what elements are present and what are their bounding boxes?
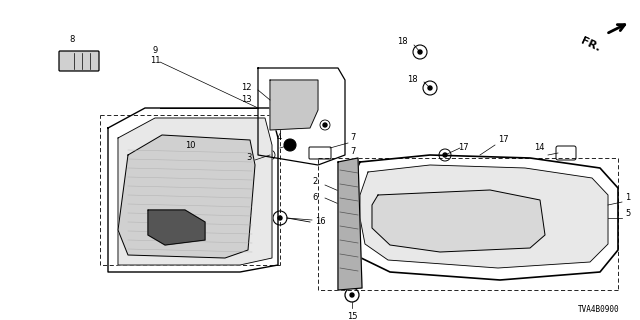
Circle shape (323, 123, 327, 127)
Text: 2: 2 (313, 178, 318, 187)
Circle shape (220, 230, 224, 234)
Text: 16: 16 (315, 218, 326, 227)
Circle shape (268, 153, 272, 157)
Text: 14: 14 (534, 143, 545, 153)
Circle shape (418, 50, 422, 54)
Text: 9: 9 (152, 46, 157, 55)
FancyBboxPatch shape (59, 51, 99, 71)
Text: 17: 17 (458, 143, 468, 153)
Circle shape (293, 98, 297, 102)
Circle shape (443, 153, 447, 157)
Polygon shape (270, 80, 318, 130)
Text: 10: 10 (185, 141, 195, 150)
Circle shape (478, 173, 482, 177)
Text: 11: 11 (150, 56, 160, 65)
Circle shape (196, 162, 208, 174)
Circle shape (284, 139, 296, 151)
Text: FR.: FR. (579, 36, 602, 54)
Text: 17: 17 (498, 135, 509, 145)
Polygon shape (118, 118, 272, 265)
Text: 18: 18 (397, 37, 408, 46)
Text: 6: 6 (312, 193, 318, 202)
Text: 7: 7 (350, 133, 355, 142)
Text: TVA4B0900: TVA4B0900 (579, 305, 620, 314)
Text: 4: 4 (276, 133, 282, 142)
Text: 15: 15 (347, 312, 357, 320)
Circle shape (278, 216, 282, 220)
Circle shape (428, 86, 432, 90)
Polygon shape (360, 165, 608, 268)
Polygon shape (258, 68, 345, 165)
Text: 3: 3 (246, 154, 252, 163)
Polygon shape (338, 158, 362, 290)
Polygon shape (348, 155, 618, 280)
Polygon shape (372, 190, 545, 252)
Polygon shape (118, 135, 255, 258)
Polygon shape (148, 210, 205, 245)
Text: 18: 18 (408, 75, 418, 84)
Polygon shape (108, 108, 278, 272)
Text: 8: 8 (69, 35, 75, 44)
Text: 13: 13 (241, 95, 252, 105)
Circle shape (350, 293, 354, 297)
Text: 7: 7 (350, 148, 355, 156)
Text: 12: 12 (241, 84, 252, 92)
Text: 5: 5 (625, 210, 630, 219)
Text: 1: 1 (625, 194, 630, 203)
